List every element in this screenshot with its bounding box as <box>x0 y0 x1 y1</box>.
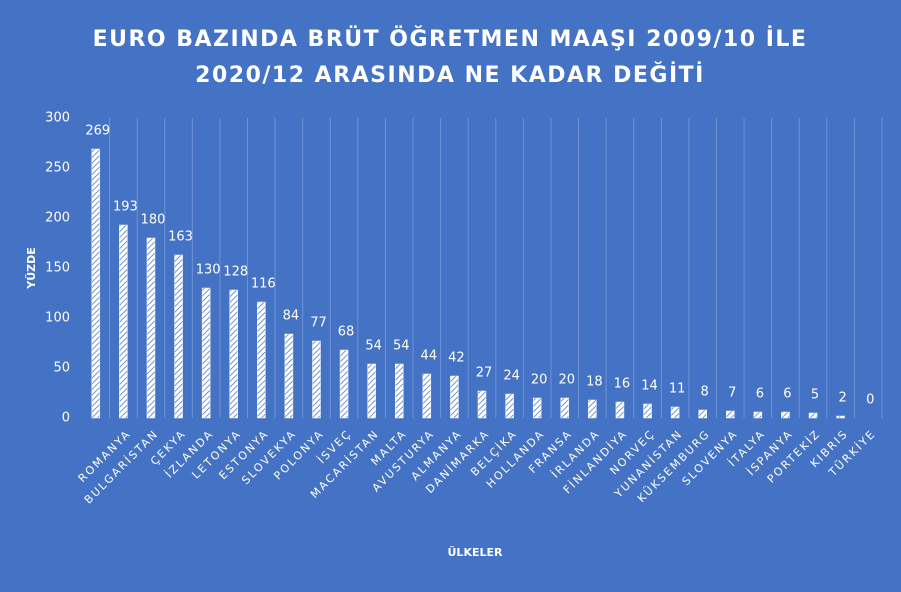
bar <box>91 148 101 419</box>
data-label: 16 <box>614 377 631 392</box>
data-label: 130 <box>196 263 221 278</box>
data-label: 8 <box>701 385 709 400</box>
y-tick-label: 250 <box>45 161 70 176</box>
bar <box>836 415 845 419</box>
chart-title: 2020/12 ARASINDA NE KADAR DEĞİTİ <box>195 62 705 88</box>
data-label: 54 <box>393 339 410 354</box>
data-label: 5 <box>811 388 819 403</box>
bar <box>588 399 597 419</box>
x-axis-label: ÜLKELER <box>448 545 504 559</box>
data-label: 7 <box>728 386 736 401</box>
y-tick-label: 200 <box>45 211 70 226</box>
bar <box>146 237 156 419</box>
bar <box>229 289 238 419</box>
data-label: 116 <box>251 277 276 292</box>
data-label: 163 <box>168 230 193 245</box>
data-label: 6 <box>756 387 764 402</box>
data-label: 180 <box>141 213 166 228</box>
data-label: 6 <box>783 387 791 402</box>
y-tick-label: 0 <box>62 411 70 426</box>
bar <box>726 410 735 419</box>
bar <box>615 401 625 419</box>
bar <box>201 287 211 419</box>
data-label: 24 <box>503 369 520 384</box>
bar <box>643 403 652 419</box>
data-label: 20 <box>531 373 548 388</box>
data-label: 2 <box>838 391 846 406</box>
data-label: 68 <box>338 325 355 340</box>
bar <box>477 390 487 419</box>
bar <box>394 363 404 419</box>
bar <box>505 393 514 419</box>
bar <box>257 301 266 419</box>
y-tick-label: 150 <box>45 261 70 276</box>
y-tick-label: 300 <box>45 111 70 126</box>
bar <box>753 411 763 419</box>
y-tick-label: 50 <box>53 361 70 376</box>
data-label: 27 <box>476 366 493 381</box>
bar <box>781 411 790 419</box>
y-tick-label: 100 <box>45 311 70 326</box>
data-label: 42 <box>448 351 465 366</box>
bar <box>560 397 570 419</box>
bar <box>339 349 349 419</box>
data-label: 77 <box>310 316 327 331</box>
bar <box>312 340 321 419</box>
bar <box>422 373 432 419</box>
bar <box>284 333 294 419</box>
data-label: 193 <box>113 200 138 215</box>
data-label: 11 <box>669 382 686 397</box>
bar <box>174 254 183 419</box>
bar <box>808 412 818 419</box>
data-label: 20 <box>558 373 575 388</box>
bar <box>367 363 376 419</box>
chart-title: EURO BAZINDA BRÜT ÖĞRETMEN MAAŞI 2009/10… <box>93 26 808 52</box>
data-label: 44 <box>421 349 438 364</box>
data-label: 269 <box>85 124 110 139</box>
data-label: 0 <box>866 393 874 408</box>
bar <box>119 224 128 419</box>
data-label: 54 <box>365 339 382 354</box>
bar <box>450 375 459 419</box>
bar <box>532 397 542 419</box>
data-label: 128 <box>223 265 248 280</box>
data-label: 18 <box>586 375 603 390</box>
bar <box>698 409 707 419</box>
bar <box>670 406 680 419</box>
y-axis-label: YÜZDE <box>24 247 38 290</box>
data-label: 84 <box>283 309 300 324</box>
data-label: 14 <box>641 379 658 394</box>
